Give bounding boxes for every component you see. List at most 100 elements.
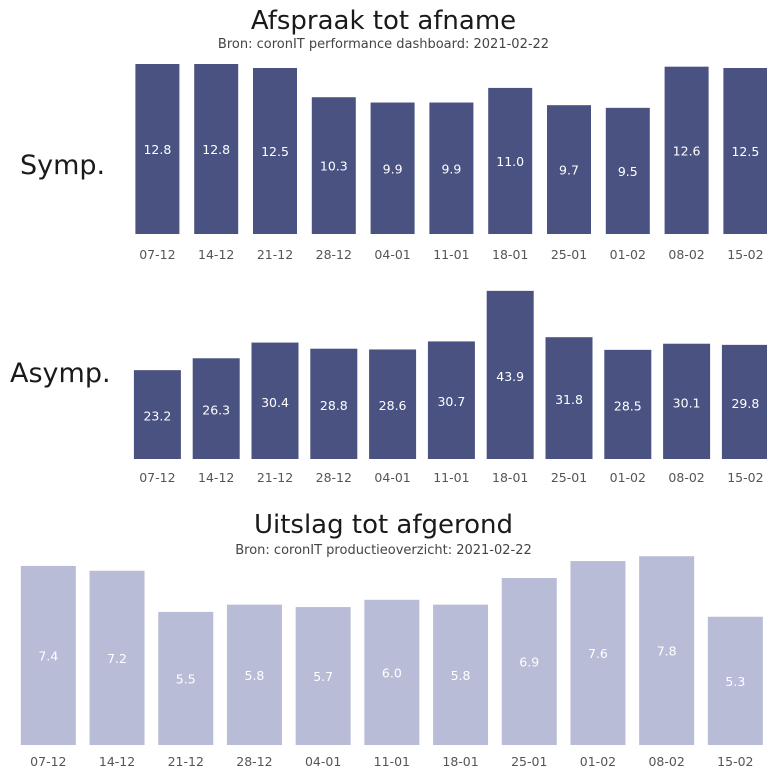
value-label-1-0: 23.2 xyxy=(143,409,171,424)
top-chart-title: Afspraak tot afname xyxy=(250,6,517,36)
bottom-chart-title: Uitslag tot afgerond xyxy=(253,510,514,540)
bar-2-0 xyxy=(20,565,76,745)
bar-0-2 xyxy=(253,68,297,234)
x-tick-label-2-6: 18-01 xyxy=(442,754,478,769)
x-tick-label-0-9: 08-02 xyxy=(668,247,704,262)
value-label-0-5: 9.9 xyxy=(441,161,461,176)
bar-2-5 xyxy=(364,599,420,745)
value-label-0-6: 11.0 xyxy=(496,154,524,169)
value-label-0-2: 12.5 xyxy=(261,144,289,159)
value-label-0-10: 12.5 xyxy=(731,144,759,159)
x-tick-label-2-0: 07-12 xyxy=(30,754,66,769)
asymp-bar-chart: 23.2 07-12 26.3 14-12 30.4 21-12 28.8 28-12 28.6… xyxy=(133,290,767,485)
x-tick-label-0-5: 11-01 xyxy=(433,247,469,262)
value-label-2-9: 7.8 xyxy=(657,644,677,659)
bar-0-3 xyxy=(311,97,356,234)
x-tick-label-1-4: 04-01 xyxy=(374,470,410,485)
asymp-row-label: Asymp. xyxy=(10,358,111,389)
bar-0-8 xyxy=(605,107,650,234)
value-label-1-2: 30.4 xyxy=(261,395,289,410)
x-tick-label-2-1: 14-12 xyxy=(99,754,135,769)
top-chart-subtitle: Bron: coronIT performance dashboard: 202… xyxy=(217,37,550,52)
x-tick-label-1-10: 15-02 xyxy=(727,470,763,485)
bar-0-7 xyxy=(547,105,591,235)
bar-1-9 xyxy=(663,343,711,459)
x-tick-label-1-1: 14-12 xyxy=(198,470,234,485)
bar-1-10 xyxy=(721,344,767,459)
x-tick-label-1-0: 07-12 xyxy=(139,470,175,485)
bar-0-6 xyxy=(488,87,533,234)
bar-2-4 xyxy=(295,607,351,745)
x-tick-label-2-4: 04-01 xyxy=(305,754,341,769)
value-label-0-8: 9.5 xyxy=(618,164,638,179)
bar-0-0 xyxy=(135,64,180,235)
value-label-0-1: 12.8 xyxy=(202,142,230,157)
value-label-0-7: 9.7 xyxy=(559,163,579,178)
x-tick-label-1-3: 28-12 xyxy=(316,470,352,485)
x-tick-label-0-2: 21-12 xyxy=(257,247,293,262)
bar-2-3 xyxy=(226,604,282,745)
x-tick-label-2-8: 01-02 xyxy=(580,754,616,769)
x-tick-label-0-3: 28-12 xyxy=(316,247,352,262)
x-tick-label-0-4: 04-01 xyxy=(374,247,410,262)
value-label-0-9: 12.6 xyxy=(673,143,701,158)
x-tick-label-2-2: 21-12 xyxy=(168,754,204,769)
x-tick-label-0-10: 15-02 xyxy=(727,247,763,262)
value-label-1-3: 28.8 xyxy=(320,398,348,413)
bar-1-6 xyxy=(486,290,534,459)
x-tick-label-1-9: 08-02 xyxy=(668,470,704,485)
x-tick-label-0-8: 01-02 xyxy=(610,247,646,262)
x-tick-label-0-1: 14-12 xyxy=(198,247,234,262)
value-label-1-7: 31.8 xyxy=(555,392,583,407)
symp-row-label: Symp. xyxy=(20,150,106,181)
symp-bar-chart: 12.8 07-12 12.8 14-12 12.5 21-12 10.3 28-12 9.9 0… xyxy=(135,64,767,262)
x-tick-label-0-0: 07-12 xyxy=(139,247,175,262)
x-tick-label-0-6: 18-01 xyxy=(492,247,528,262)
x-tick-label-2-9: 08-02 xyxy=(648,754,684,769)
value-label-2-7: 6.9 xyxy=(519,655,539,670)
bar-2-6 xyxy=(433,604,489,745)
bar-0-4 xyxy=(370,102,415,234)
value-label-2-3: 5.8 xyxy=(245,668,265,683)
bar-2-9 xyxy=(639,556,695,745)
value-label-1-9: 30.1 xyxy=(673,395,701,410)
bar-1-5 xyxy=(427,341,475,459)
value-label-0-0: 12.8 xyxy=(143,142,171,157)
x-tick-label-1-2: 21-12 xyxy=(257,470,293,485)
bar-1-7 xyxy=(545,337,593,459)
value-label-2-4: 5.7 xyxy=(313,669,333,684)
bar-0-9 xyxy=(664,66,709,234)
x-tick-label-1-6: 18-01 xyxy=(492,470,528,485)
x-tick-label-2-3: 28-12 xyxy=(236,754,272,769)
value-label-1-5: 30.7 xyxy=(437,394,465,409)
x-tick-label-2-7: 25-01 xyxy=(511,754,547,769)
bar-1-4 xyxy=(369,349,417,459)
value-label-0-3: 10.3 xyxy=(320,159,348,174)
bar-1-8 xyxy=(604,349,652,459)
bar-2-7 xyxy=(501,578,557,745)
bar-1-2 xyxy=(251,342,299,459)
value-label-2-6: 5.8 xyxy=(451,668,471,683)
value-label-2-10: 5.3 xyxy=(725,674,745,689)
x-tick-label-1-7: 25-01 xyxy=(551,470,587,485)
x-tick-label-1-8: 01-02 xyxy=(610,470,646,485)
bar-2-10 xyxy=(707,616,763,745)
value-label-1-10: 29.8 xyxy=(731,396,759,411)
value-label-1-8: 28.5 xyxy=(614,398,642,413)
value-label-1-6: 43.9 xyxy=(496,369,524,384)
bar-2-8 xyxy=(570,561,626,745)
value-label-2-1: 7.2 xyxy=(107,651,127,666)
bar-2-1 xyxy=(89,570,145,745)
value-label-2-8: 7.6 xyxy=(588,646,608,661)
value-label-1-1: 26.3 xyxy=(202,403,230,418)
bar-1-0 xyxy=(133,370,181,459)
bar-0-1 xyxy=(194,64,239,235)
x-tick-label-0-7: 25-01 xyxy=(551,247,587,262)
bar-0-5 xyxy=(429,102,474,234)
x-tick-label-2-5: 11-01 xyxy=(374,754,410,769)
x-tick-label-2-10: 15-02 xyxy=(717,754,753,769)
bottom-chart-subtitle: Bron: coronIT productieoverzicht: 2021-0… xyxy=(235,543,532,558)
bar-1-1 xyxy=(192,358,240,459)
value-label-0-4: 9.9 xyxy=(383,161,403,176)
